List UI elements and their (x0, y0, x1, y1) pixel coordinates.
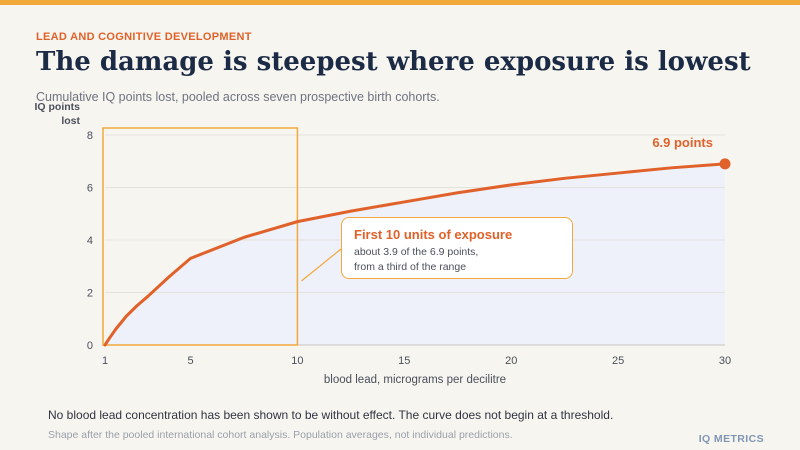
chart-subtitle: Cumulative IQ points lost, pooled across… (36, 90, 440, 104)
callout-line-2: from a third of the range (354, 261, 467, 273)
y-tick-label: 2 (87, 288, 93, 300)
callout-line-1: about 3.9 of the 6.9 points, (354, 246, 479, 258)
y-axis-label-line-2: lost (61, 115, 80, 127)
y-tick-label: 4 (87, 235, 93, 247)
callout-connector (301, 248, 342, 282)
chart-title: The damage is steepest where exposure is… (36, 47, 751, 77)
endpoint-label: 6.9 points (652, 135, 713, 150)
x-tick-label: 5 (187, 355, 193, 367)
endpoint-marker (719, 158, 731, 170)
x-axis-label: blood lead, micrograms per decilitre (324, 374, 506, 386)
callout-body: about 3.9 of the 6.9 points, from a thir… (354, 245, 560, 275)
series-line (103, 162, 727, 347)
y-axis-label-line-1: IQ points (35, 101, 81, 113)
brand-label: IQ METRICS (698, 433, 764, 445)
x-tick-label: 25 (612, 355, 624, 367)
callout-box: First 10 units of exposure about 3.9 of … (341, 217, 573, 279)
eyebrow-label: LEAD AND COGNITIVE DEVELOPMENT (36, 31, 252, 43)
x-tick-label: 10 (291, 355, 303, 367)
highlight-range-box (102, 127, 299, 346)
y-tick-label: 0 (87, 340, 93, 352)
x-tick-label: 20 (505, 355, 517, 367)
footnote: No blood lead concentration has been sho… (48, 408, 614, 422)
x-tick-label: 15 (398, 355, 410, 367)
callout-title: First 10 units of exposure (354, 227, 513, 242)
x-tick-label: 30 (719, 355, 731, 367)
x-tick-label: 1 (102, 355, 108, 367)
top-accent-bar (0, 0, 800, 5)
y-tick-label: 6 (87, 183, 93, 195)
y-tick-label: 8 (87, 130, 93, 142)
source-note: Shape after the pooled international coh… (48, 429, 513, 441)
